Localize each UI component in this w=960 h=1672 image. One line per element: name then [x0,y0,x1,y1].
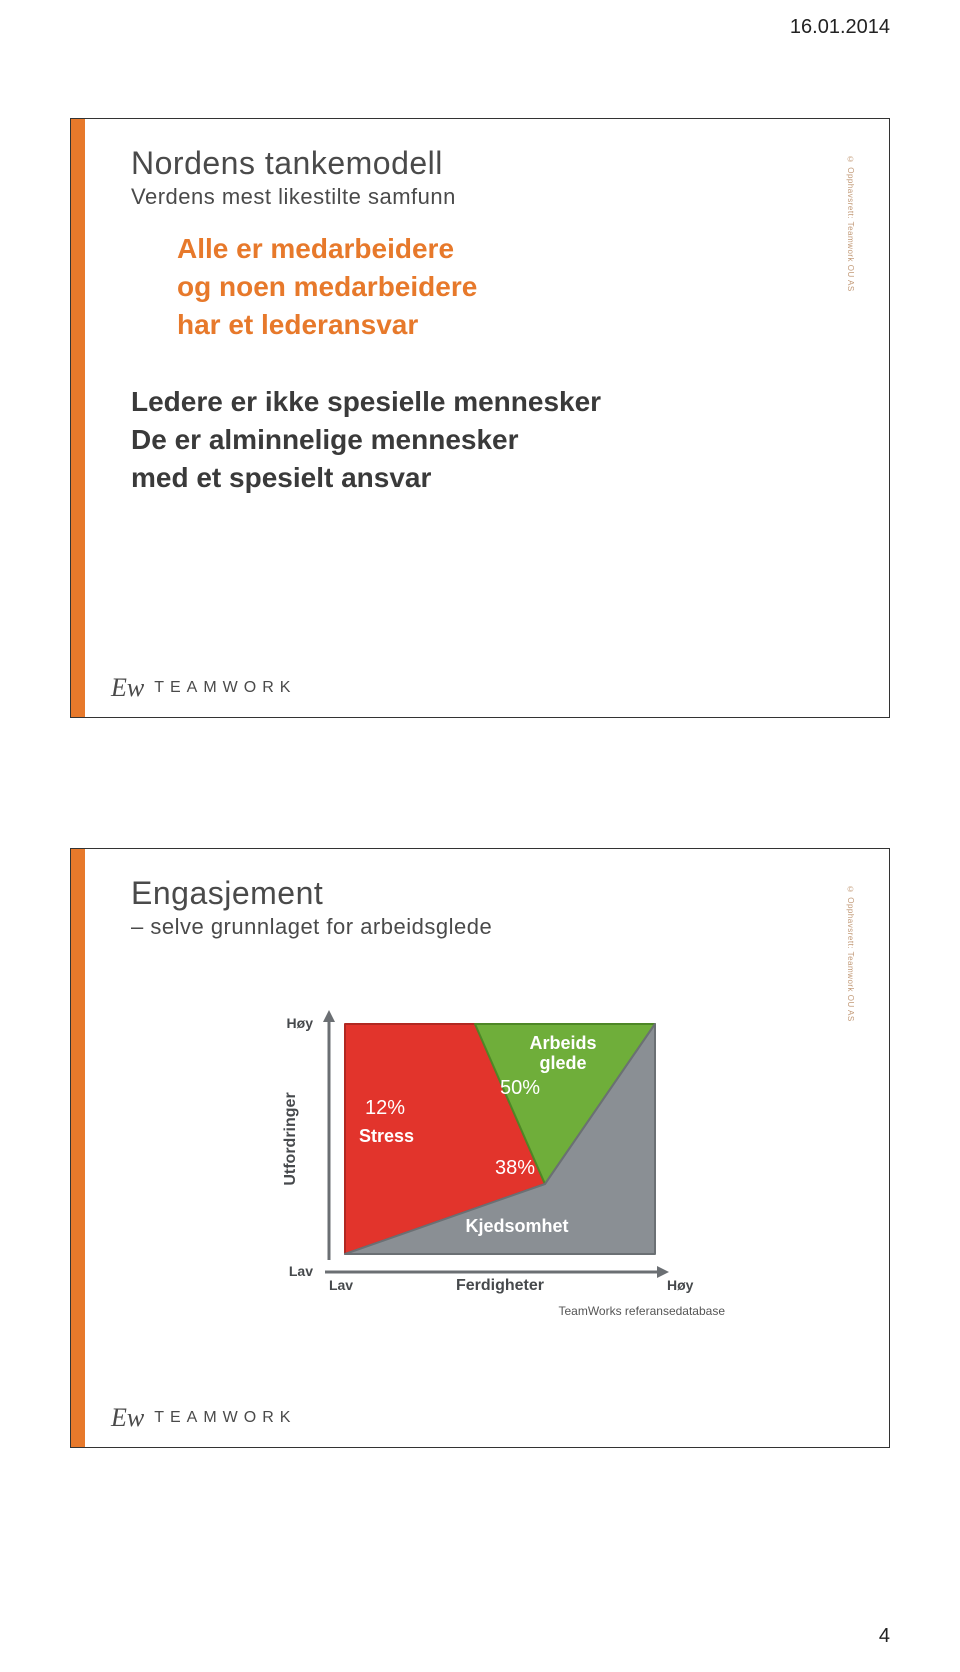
svg-text:38%: 38% [495,1157,535,1179]
svg-text:Høy: Høy [667,1277,694,1293]
header-date: 16.01.2014 [790,16,890,39]
svg-text:Lav: Lav [289,1263,313,1279]
svg-text:Kjedsomhet: Kjedsomhet [465,1216,568,1236]
svg-text:50%: 50% [500,1077,540,1099]
engagement-chart: 12% Stress Arbeidsglede 50% 38% Kjedsomhet Høy… [265,964,725,1294]
svg-text:12%: 12% [365,1097,405,1119]
svg-text:Arbeids: Arbeids [529,1033,596,1053]
slide-title: Nordens tankemodell [131,145,859,182]
svg-text:Høy: Høy [287,1015,314,1031]
line: Alle er medarbeidere [177,230,859,268]
svg-text:Lav: Lav [329,1277,353,1293]
line: De er alminnelige mennesker [131,421,859,459]
body-emphasis: Alle er medarbeidere og noen medarbeider… [177,230,859,343]
teamwork-logo: Ew TEAMWORK [111,1403,296,1433]
slide-engasjement: © Opphavsrett: Teamwork OU AS Engasjemen… [70,848,890,1448]
svg-text:Ferdigheter: Ferdigheter [456,1277,544,1294]
slide-subtitle: Verdens mest likestilte samfunn [131,184,859,210]
teamwork-text: TEAMWORK [154,679,296,697]
teamwork-text: TEAMWORK [154,1409,296,1427]
teamwork-logo: Ew TEAMWORK [111,673,296,703]
line: og noen medarbeidere [177,268,859,306]
svg-text:Utfordringer: Utfordringer [282,1092,299,1185]
teamwork-icon: Ew [111,673,144,703]
page-number: 4 [879,1625,890,1648]
teamwork-icon: Ew [111,1403,144,1433]
svg-text:Stress: Stress [359,1126,414,1146]
slide-subtitle: – selve grunnlaget for arbeidsglede [131,914,859,940]
line: har et lederansvar [177,306,859,344]
slide-title: Engasjement [131,875,859,912]
body-main: Ledere er ikke spesielle mennesker De er… [131,383,859,496]
svg-text:glede: glede [539,1053,586,1073]
slide-nordens-tankemodell: © Opphavsrett: Teamwork OU AS Nordens ta… [70,118,890,718]
line: Ledere er ikke spesielle mennesker [131,383,859,421]
chart-caption: TeamWorks referansedatabase [265,1304,725,1318]
copyright-vertical: © Opphavsrett: Teamwork OU AS [846,885,855,1022]
copyright-vertical: © Opphavsrett: Teamwork OU AS [846,155,855,292]
line: med et spesielt ansvar [131,459,859,497]
